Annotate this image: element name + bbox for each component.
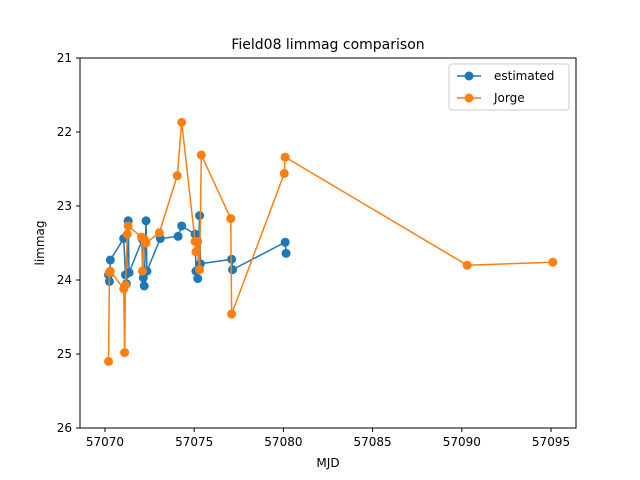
data-point-jorge: [196, 150, 206, 160]
plot-frame: [79, 57, 577, 429]
y-tick-label: 22: [57, 125, 72, 139]
series-line-jorge: [107, 121, 553, 362]
x-tick-label: 57080: [264, 435, 302, 449]
y-tick-label: 23: [57, 199, 72, 213]
data-point-jorge: [191, 247, 201, 257]
x-tick-label: 57095: [532, 435, 570, 449]
data-point-jorge: [105, 266, 115, 276]
data-point-jorge: [122, 229, 132, 239]
legend-estimated-marker: [464, 71, 474, 81]
y-axis-label: limmag: [33, 220, 47, 265]
chart-title: Field08 limmag comparison: [231, 37, 424, 53]
data-point-jorge: [120, 348, 130, 358]
data-point-estimated: [138, 273, 148, 283]
data-point-jorge: [121, 280, 130, 290]
y-tick-label: 25: [57, 347, 72, 361]
x-tick-label: 57085: [354, 435, 392, 449]
y-tick-label: 26: [57, 421, 72, 435]
series-jorge: [104, 117, 558, 366]
data-point-jorge: [279, 168, 289, 178]
data-point-estimated: [124, 268, 134, 278]
data-point-estimated: [228, 265, 238, 275]
data-point-jorge: [177, 117, 187, 127]
series-layer: [104, 117, 558, 366]
data-point-estimated: [193, 274, 203, 284]
ticks-layer: 57070 57075 57080 57085 57090 57095 21 22 23 24 25…: [57, 51, 570, 449]
data-point-estimated: [190, 229, 200, 239]
data-point-estimated: [105, 255, 115, 265]
data-point-jorge: [462, 260, 472, 270]
y-tick-label: 21: [57, 51, 72, 65]
y-tick-label: 24: [57, 273, 72, 287]
x-tick-label: 57070: [86, 435, 124, 449]
data-point-estimated: [195, 211, 205, 221]
data-point-estimated: [139, 281, 149, 291]
data-point-estimated: [141, 216, 151, 226]
data-point-jorge: [154, 228, 164, 238]
data-point-jorge: [123, 221, 133, 231]
data-point-jorge: [548, 257, 558, 267]
data-point-jorge: [226, 214, 236, 224]
legend-jorge-label: Jorge: [493, 91, 525, 105]
data-point-jorge: [280, 152, 290, 162]
data-point-jorge: [172, 171, 182, 181]
data-point-estimated: [280, 237, 290, 247]
x-axis-label: MJD: [316, 456, 339, 470]
data-point-jorge: [227, 309, 237, 319]
data-point-estimated: [177, 221, 187, 231]
legend-jorge-marker: [464, 93, 474, 103]
data-point-jorge: [141, 238, 151, 248]
data-point-estimated: [281, 248, 291, 258]
legend: estimated Jorge: [448, 63, 570, 111]
data-point-jorge: [193, 237, 203, 247]
data-point-estimated: [173, 231, 183, 241]
x-tick-label: 57090: [443, 435, 481, 449]
legend-estimated-label: estimated: [494, 69, 554, 83]
x-tick-label: 57075: [175, 435, 213, 449]
data-point-jorge: [104, 356, 114, 366]
data-point-jorge: [195, 265, 205, 275]
data-point-jorge: [137, 266, 147, 276]
